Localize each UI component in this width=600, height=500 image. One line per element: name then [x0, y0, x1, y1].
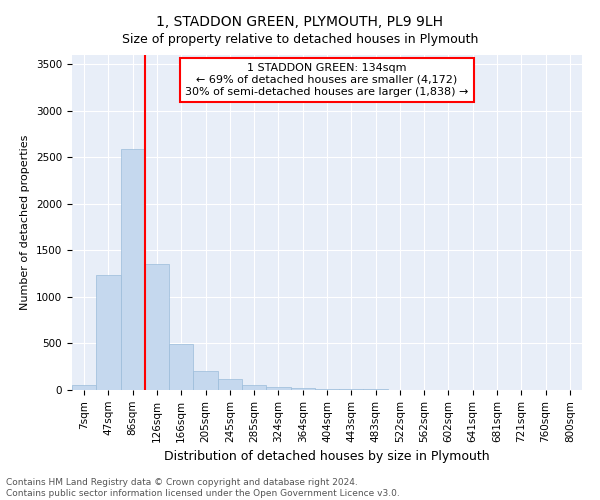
X-axis label: Distribution of detached houses by size in Plymouth: Distribution of detached houses by size …	[164, 450, 490, 463]
Text: Size of property relative to detached houses in Plymouth: Size of property relative to detached ho…	[122, 32, 478, 46]
Bar	[145, 264, 169, 390]
Bar	[290, 388, 315, 390]
Y-axis label: Number of detached properties: Number of detached properties	[20, 135, 31, 310]
Bar	[218, 379, 242, 390]
Bar	[364, 389, 388, 390]
Bar	[121, 149, 145, 390]
Bar	[266, 387, 290, 390]
Text: 1 STADDON GREEN: 134sqm
← 69% of detached houses are smaller (4,172)
30% of semi: 1 STADDON GREEN: 134sqm ← 69% of detache…	[185, 64, 469, 96]
Bar	[315, 388, 339, 390]
Bar	[96, 274, 121, 390]
Bar	[193, 372, 218, 390]
Text: Contains HM Land Registry data © Crown copyright and database right 2024.
Contai: Contains HM Land Registry data © Crown c…	[6, 478, 400, 498]
Bar	[242, 385, 266, 390]
Bar	[339, 389, 364, 390]
Bar	[72, 385, 96, 390]
Text: 1, STADDON GREEN, PLYMOUTH, PL9 9LH: 1, STADDON GREEN, PLYMOUTH, PL9 9LH	[157, 15, 443, 29]
Bar	[169, 344, 193, 390]
